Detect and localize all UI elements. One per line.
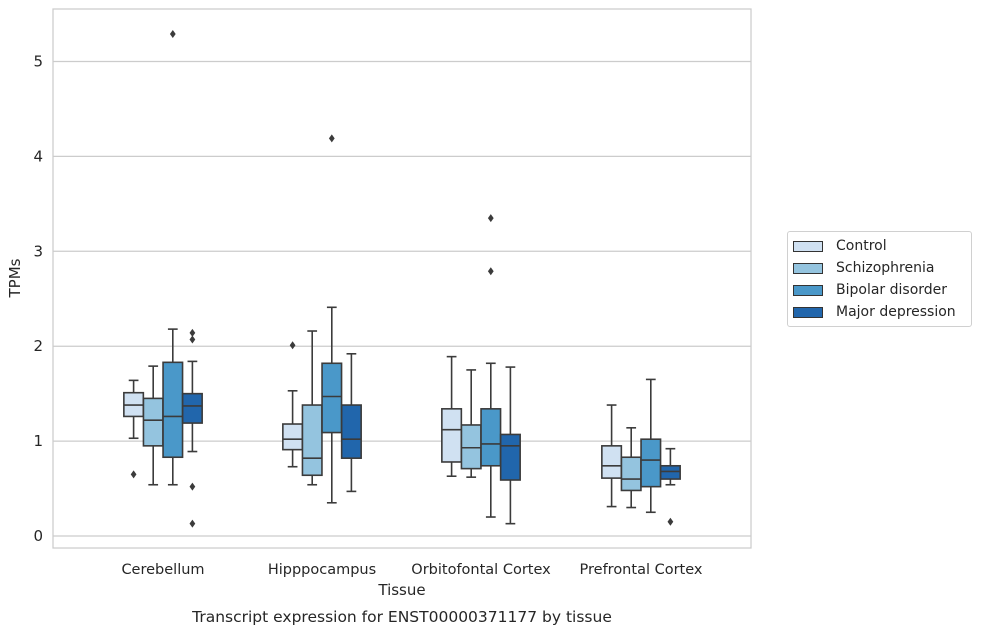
legend-label: Control — [836, 238, 887, 254]
box-body — [640, 438, 662, 488]
legend-item-schizophrenia: Schizophrenia — [793, 258, 934, 278]
box-bipolar-disorder-1 — [321, 134, 343, 504]
legend: Control Schizophrenia Bipolar disorder M… — [787, 231, 972, 327]
outlier-point — [487, 214, 494, 223]
x-tick-label: Prefrontal Cortex — [580, 562, 703, 578]
box-body — [480, 408, 502, 467]
box-schizophrenia-1 — [301, 330, 323, 486]
box-body — [499, 433, 521, 481]
box-schizophrenia-2 — [460, 369, 482, 478]
outlier-point — [189, 519, 196, 528]
x-tick-label: Hipppocampus — [268, 562, 376, 578]
legend-swatch — [793, 306, 823, 318]
chart-caption: Transcript expression for ENST0000037117… — [191, 608, 612, 626]
y-tick-label: 2 — [33, 337, 43, 355]
y-axis-label: TPMs — [6, 258, 24, 298]
outlier-point — [189, 335, 196, 344]
box-body — [601, 445, 623, 479]
y-tick-label: 1 — [33, 432, 43, 450]
legend-item-bipolar-disorder: Bipolar disorder — [793, 280, 947, 300]
y-tick-label: 5 — [33, 53, 43, 71]
box-body — [282, 423, 304, 451]
box-body — [340, 404, 362, 459]
y-tick-label: 3 — [33, 242, 43, 260]
box-body — [181, 392, 203, 424]
box-control-1 — [282, 341, 304, 468]
legend-swatch — [793, 284, 823, 296]
x-tick-label: Cerebellum — [121, 562, 204, 578]
outlier-point — [169, 29, 176, 38]
box-body — [620, 456, 642, 492]
outlier-point — [328, 134, 335, 143]
outlier-point — [189, 482, 196, 491]
legend-swatch — [793, 262, 823, 274]
box-major-depression-2 — [499, 366, 521, 525]
box-body — [142, 397, 164, 447]
y-tick-label: 0 — [33, 527, 43, 545]
box-bipolar-disorder-2 — [480, 214, 502, 518]
legend-item-control: Control — [793, 236, 887, 256]
legend-item-major-depression: Major depression — [793, 302, 956, 322]
box-body — [441, 408, 463, 463]
box-body — [301, 404, 323, 477]
box-major-depression-3 — [659, 447, 681, 526]
outlier-point — [130, 470, 137, 479]
box-body — [321, 362, 343, 434]
box-major-depression-1 — [340, 352, 362, 493]
box-body — [659, 464, 681, 480]
legend-swatch — [793, 240, 823, 252]
y-tick-label: 4 — [33, 147, 43, 165]
box-bipolar-disorder-3 — [640, 378, 662, 514]
box-body — [162, 361, 184, 459]
outlier-point — [289, 341, 296, 350]
legend-label: Schizophrenia — [836, 260, 935, 276]
legend-label: Major depression — [836, 304, 956, 320]
outlier-point — [487, 267, 494, 276]
outlier-point — [189, 328, 196, 337]
box-control-0 — [123, 379, 145, 479]
x-axis-label: Tissue — [377, 581, 425, 599]
outlier-point — [667, 517, 674, 526]
x-tick-label: Orbitofontal Cortex — [411, 562, 551, 578]
box-major-depression-0 — [181, 328, 203, 528]
legend-label: Bipolar disorder — [836, 282, 948, 298]
box-body — [460, 424, 482, 470]
